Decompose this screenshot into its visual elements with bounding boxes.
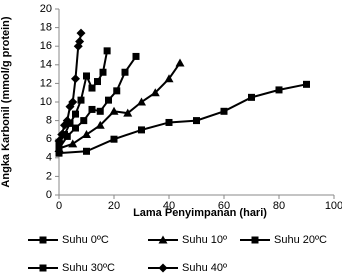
series-line <box>58 50 109 145</box>
marker <box>165 118 173 126</box>
marker <box>75 37 85 47</box>
marker <box>251 236 259 244</box>
y-tick-label: 20 <box>40 3 52 15</box>
marker <box>123 108 133 117</box>
marker <box>54 136 64 146</box>
marker <box>88 84 96 92</box>
y-axis-label: Angka Karbonil (mmol/g protein) <box>0 16 12 187</box>
marker <box>77 96 85 104</box>
y-tick-label: 2 <box>46 170 52 182</box>
marker <box>158 235 168 244</box>
marker <box>132 52 140 60</box>
marker <box>164 74 174 83</box>
marker <box>158 263 168 273</box>
legend-label: Suhu 10º <box>182 234 227 246</box>
marker <box>193 117 200 125</box>
marker <box>105 96 112 104</box>
marker <box>110 135 118 143</box>
x-tick-label: 20 <box>108 200 120 212</box>
marker <box>103 47 111 55</box>
marker <box>55 145 63 152</box>
marker <box>275 86 283 94</box>
marker <box>113 87 121 95</box>
marker <box>220 107 228 115</box>
marker <box>68 139 78 148</box>
legend-label: Suhu 0ºC <box>62 234 109 246</box>
marker <box>96 107 104 115</box>
marker <box>88 105 96 113</box>
x-tick-label: 0 <box>56 200 62 212</box>
marker <box>57 130 67 140</box>
marker <box>150 88 160 97</box>
legend-label: Suhu 30ºC <box>62 262 115 274</box>
series-line <box>58 55 137 150</box>
marker <box>95 120 105 129</box>
marker <box>94 78 101 86</box>
marker <box>109 106 119 115</box>
marker <box>71 74 80 84</box>
marker <box>82 130 91 139</box>
series-line <box>58 83 307 155</box>
x-tick-label: 80 <box>273 200 285 212</box>
marker <box>248 93 255 101</box>
marker <box>39 264 47 272</box>
series-line <box>58 62 181 150</box>
x-axis-label: Lama Penyimpanan (hari) <box>133 207 267 219</box>
marker <box>83 72 90 80</box>
marker <box>68 97 78 107</box>
marker <box>55 149 63 157</box>
marker <box>62 116 72 126</box>
marker <box>72 110 79 118</box>
x-tick-label: 100 <box>325 200 342 212</box>
y-tick-label: 10 <box>40 96 52 108</box>
y-tick-label: 0 <box>46 189 52 201</box>
marker <box>76 28 86 38</box>
marker <box>138 126 145 134</box>
legend-label: Suhu 40º <box>182 262 227 274</box>
y-tick-label: 14 <box>40 59 52 71</box>
marker <box>99 68 107 76</box>
y-tick-label: 4 <box>46 152 52 164</box>
x-tick-label: 40 <box>163 200 175 212</box>
y-tick-label: 12 <box>40 77 52 89</box>
y-tick-label: 6 <box>46 133 52 145</box>
y-tick-label: 8 <box>46 115 52 127</box>
y-tick-label: 16 <box>40 40 52 52</box>
marker <box>175 58 185 67</box>
marker <box>39 236 47 244</box>
marker <box>66 119 74 127</box>
marker <box>137 97 146 106</box>
marker <box>83 147 90 155</box>
marker <box>72 124 79 132</box>
marker <box>121 68 129 76</box>
x-tick-label: 60 <box>218 200 230 212</box>
marker <box>80 117 88 125</box>
marker <box>303 80 310 88</box>
y-tick-label: 18 <box>40 22 52 34</box>
legend-label: Suhu 20ºC <box>274 234 327 246</box>
